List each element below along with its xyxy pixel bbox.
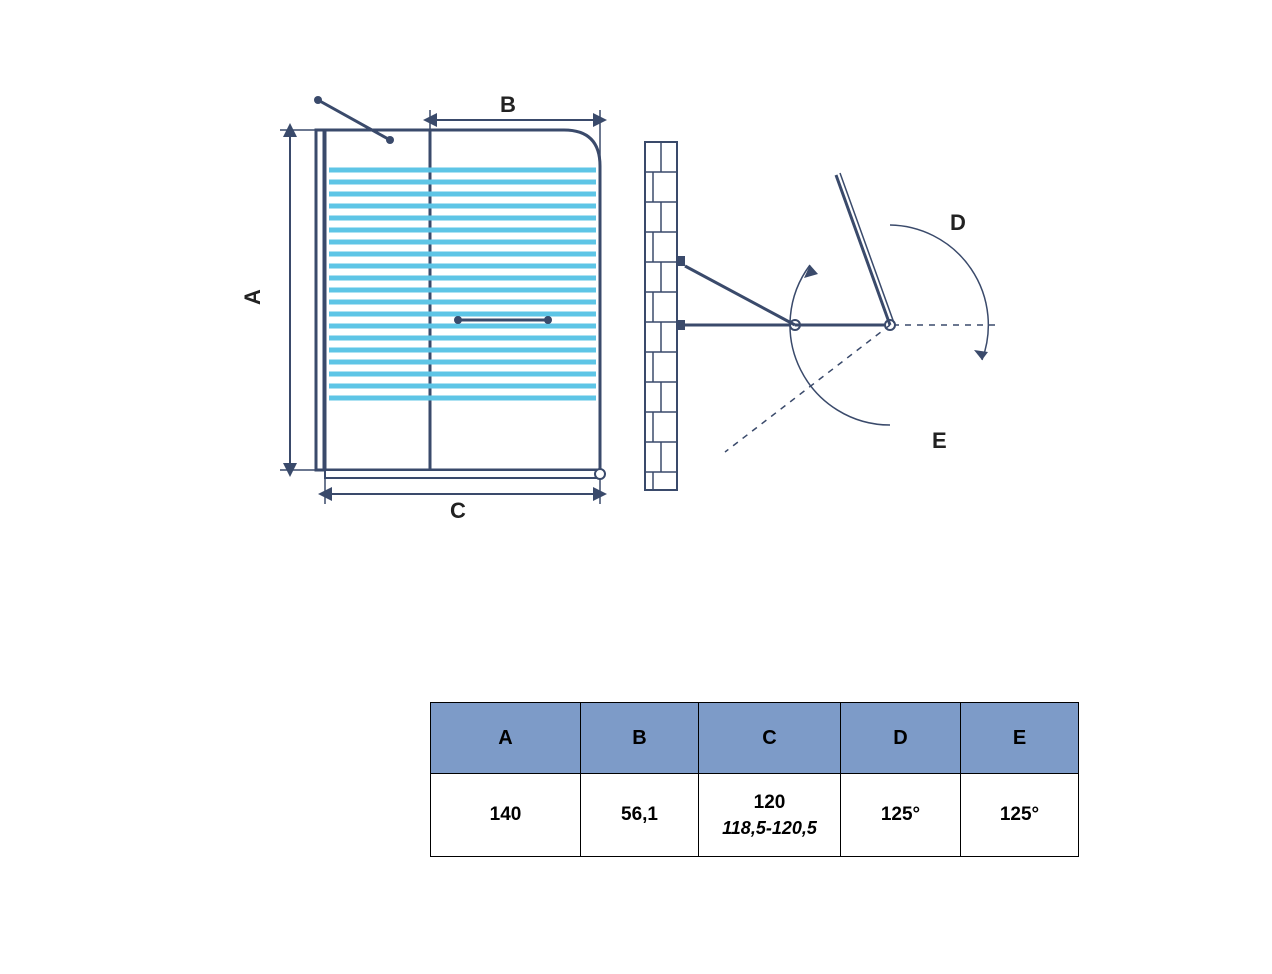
spec-table: A B C D E 140 56,1 120 118,5-120,5 125° … xyxy=(430,702,1079,857)
label-b: B xyxy=(500,92,516,117)
plan-fold-arm xyxy=(685,266,795,325)
cell-c: 120 118,5-120,5 xyxy=(699,774,841,857)
label-a: A xyxy=(240,289,265,305)
label-d: D xyxy=(950,210,966,235)
front-view: A xyxy=(240,92,605,520)
plan-leaf-e xyxy=(725,325,890,452)
bottom-seal xyxy=(325,470,600,478)
cell-d: 125° xyxy=(841,774,961,857)
cell-b: 56,1 xyxy=(581,774,699,857)
col-header-e: E xyxy=(961,703,1079,774)
plan-leaf-d xyxy=(836,173,894,325)
plan-view: D E xyxy=(677,173,1000,453)
col-header-d: D xyxy=(841,703,961,774)
spec-table-header-row: A B C D E xyxy=(431,703,1079,774)
col-header-a: A xyxy=(431,703,581,774)
technical-diagram: A xyxy=(230,80,1000,520)
arc-d xyxy=(890,225,988,360)
label-e: E xyxy=(932,428,947,453)
towel-bar-mount-left xyxy=(454,316,462,324)
cell-c-sub: 118,5-120,5 xyxy=(699,818,840,839)
wall-column xyxy=(645,142,677,490)
page-root: A xyxy=(0,0,1272,974)
cell-c-main: 120 xyxy=(754,792,786,813)
label-c: C xyxy=(450,498,466,520)
arc-d-arrow xyxy=(974,350,988,360)
col-header-b: B xyxy=(581,703,699,774)
stabiliser-bar xyxy=(318,100,390,140)
arc-e xyxy=(790,265,890,425)
stabiliser-wall-fitting xyxy=(314,96,322,104)
wall-post xyxy=(316,130,324,470)
wall-hinge-fitting-top xyxy=(677,256,685,266)
towel-bar-mount-right xyxy=(544,316,552,324)
side-wall xyxy=(645,142,685,490)
bottom-seal-cap xyxy=(595,469,605,479)
stabiliser-glass-fitting xyxy=(386,136,394,144)
cell-e: 125° xyxy=(961,774,1079,857)
col-header-c: C xyxy=(699,703,841,774)
spec-table-data-row: 140 56,1 120 118,5-120,5 125° 125° xyxy=(431,774,1079,857)
cell-a: 140 xyxy=(431,774,581,857)
diagram-svg: A xyxy=(230,80,1000,520)
glass-stripes xyxy=(329,170,596,398)
